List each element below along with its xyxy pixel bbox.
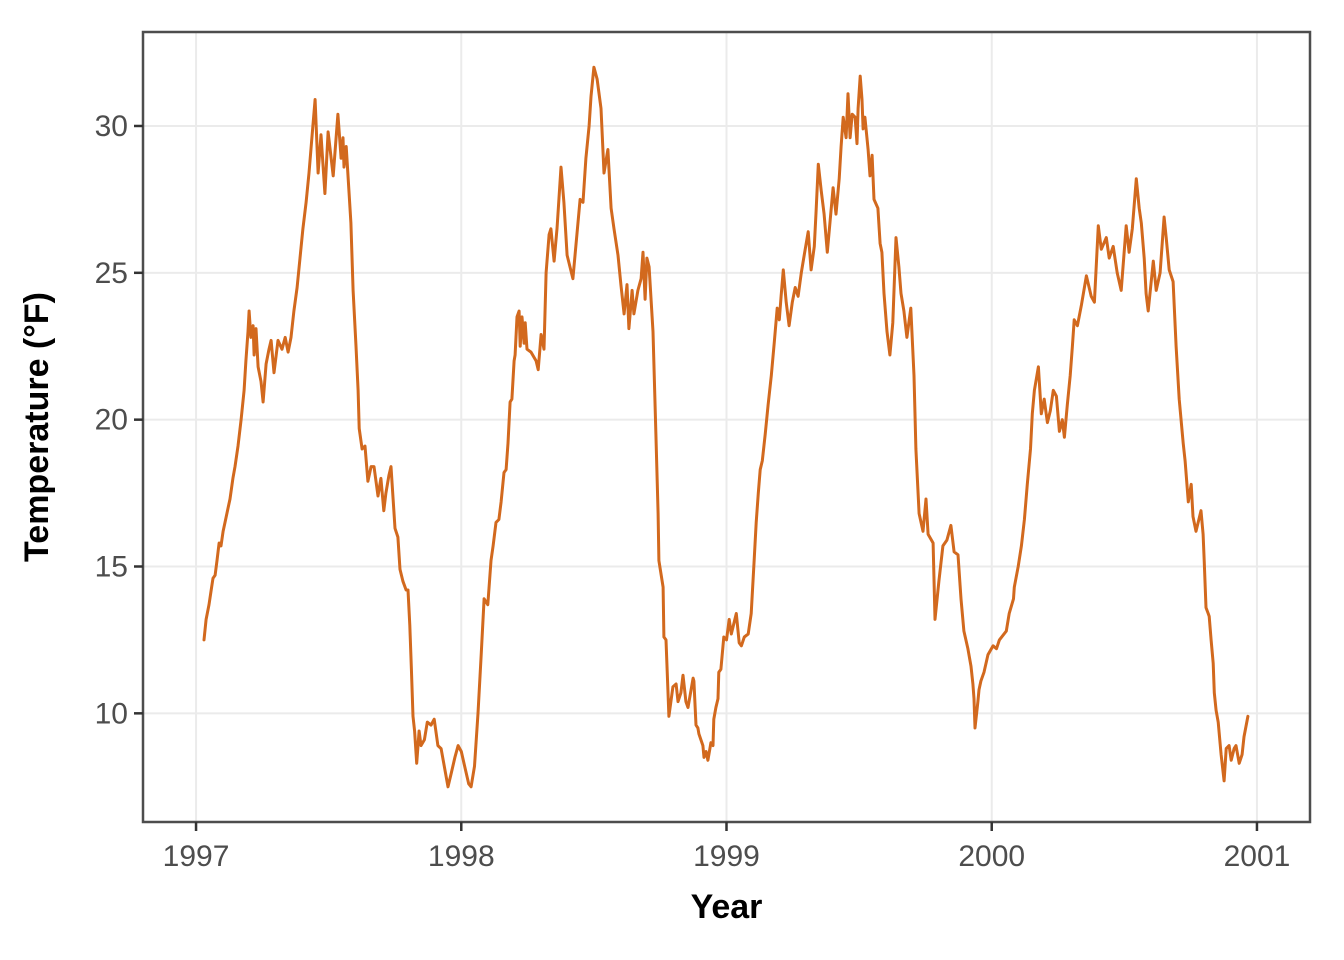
y-tick-label: 25 (95, 257, 128, 290)
x-tick-label: 2001 (1224, 840, 1291, 873)
x-tick-label: 2000 (958, 840, 1025, 873)
y-tick-label: 20 (95, 404, 128, 437)
x-tick-label: 1998 (428, 840, 495, 873)
tick-layer (134, 124, 1259, 831)
y-tick-label: 15 (95, 550, 128, 583)
x-axis-title: Year (691, 888, 763, 926)
grid-layer (143, 32, 1310, 822)
temperature-series-line (202, 65, 1250, 789)
x-tick-label: 1999 (693, 840, 760, 873)
y-tick-label: 10 (95, 697, 128, 730)
y-axis-title: Temperature (°F) (18, 292, 56, 562)
series-layer (202, 65, 1250, 789)
y-tick-label: 30 (95, 110, 128, 143)
tick-label-layer: 1997 1998 1999 2000 2001 10 15 20 25 30 (95, 110, 1291, 873)
x-tick-label: 1997 (163, 840, 230, 873)
